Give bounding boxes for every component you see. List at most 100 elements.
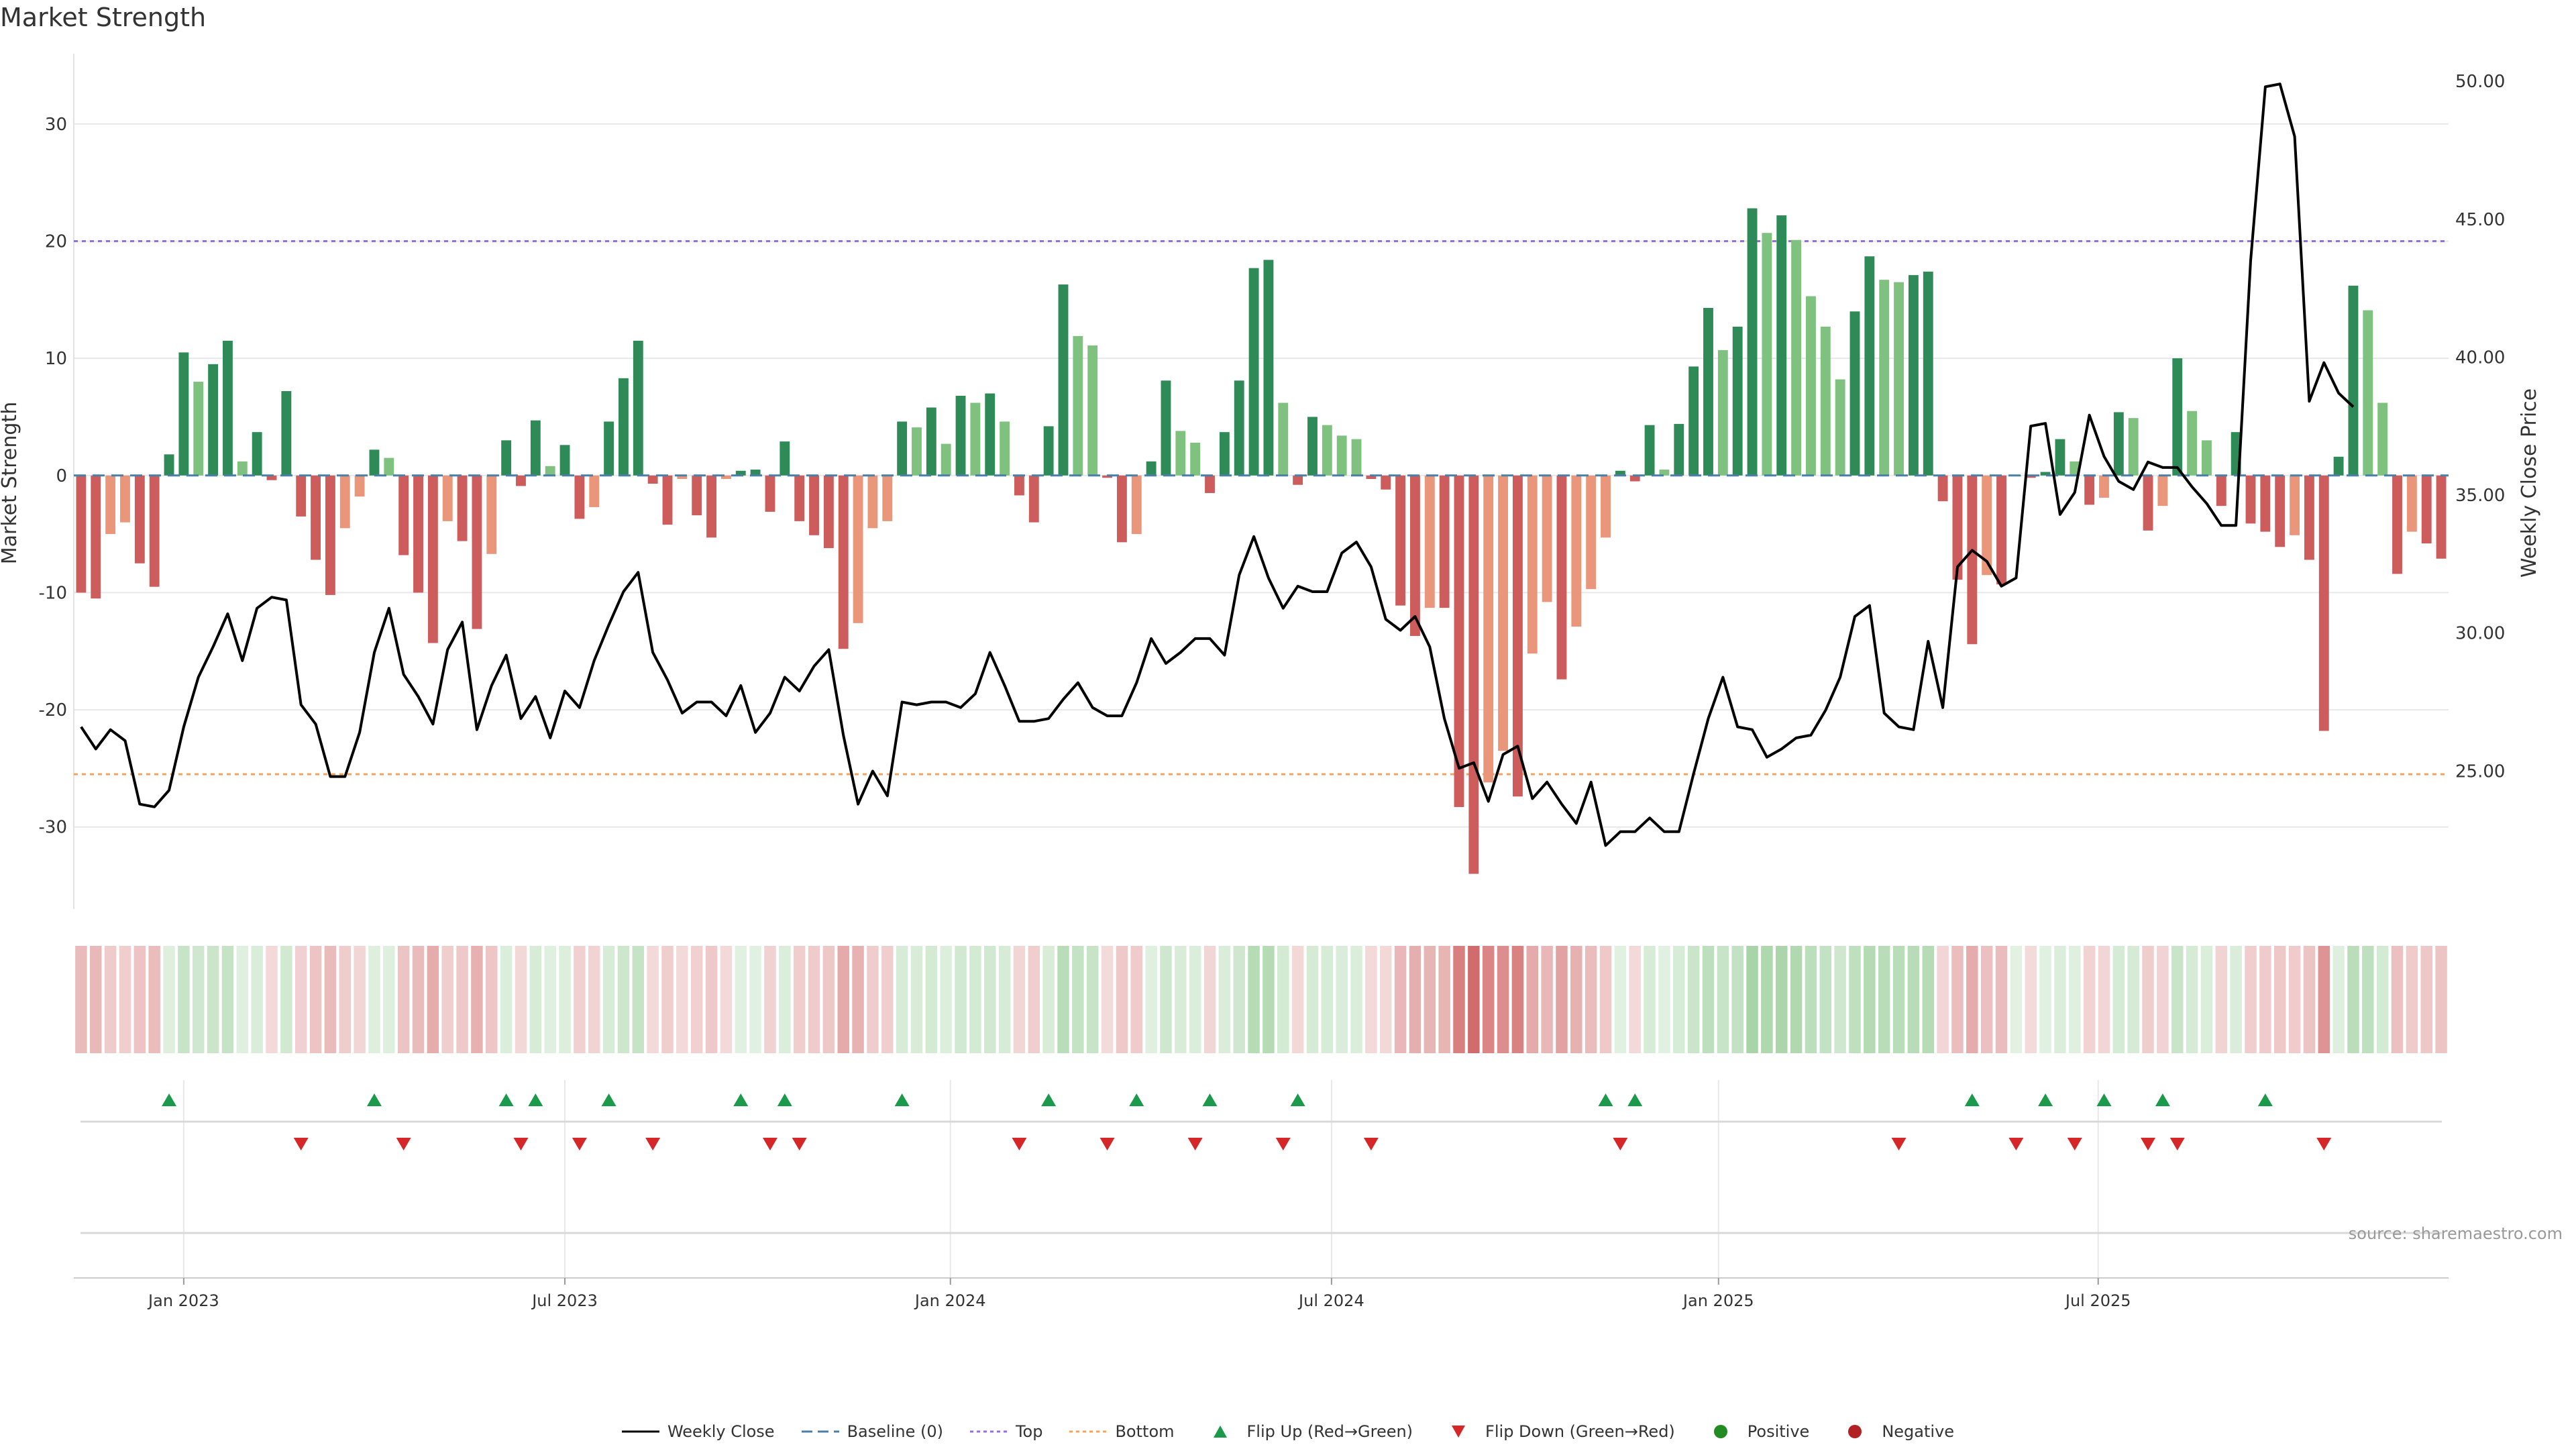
- heat-cell: [251, 946, 263, 1053]
- strength-bar: [853, 475, 863, 623]
- strength-bar: [252, 432, 262, 476]
- heat-cell: [515, 946, 527, 1053]
- flip-up-marker: [777, 1093, 792, 1106]
- x-tick-label: Jan 2023: [147, 1291, 219, 1310]
- heat-cell: [75, 946, 87, 1053]
- heat-cell: [1907, 946, 1920, 1053]
- strength-bar: [912, 427, 922, 476]
- heat-cell: [1556, 946, 1568, 1053]
- heat-cell: [1306, 946, 1319, 1053]
- strength-bar: [354, 475, 365, 497]
- strength-bar: [677, 475, 688, 480]
- heat-cell: [1717, 946, 1729, 1053]
- heat-cell: [2230, 946, 2242, 1053]
- strength-bar: [413, 475, 423, 593]
- heat-cell: [852, 946, 864, 1053]
- strength-bar: [720, 475, 731, 480]
- strength-bar: [619, 378, 629, 476]
- heat-cell: [2347, 946, 2359, 1053]
- heat-cell: [2259, 946, 2271, 1053]
- heat-cell: [793, 946, 806, 1053]
- heat-cell: [676, 946, 688, 1053]
- heat-cell: [955, 946, 967, 1053]
- strength-bar: [633, 340, 643, 476]
- heat-cell: [148, 946, 160, 1053]
- strength-bar: [1762, 233, 1772, 476]
- strength-bar: [1439, 475, 1450, 608]
- strength-bar: [1806, 296, 1816, 476]
- x-tick-label: Jul 2024: [1297, 1291, 1364, 1310]
- strength-bar: [311, 475, 321, 560]
- flip-down-marker: [2008, 1138, 2024, 1150]
- y-tick-label: 20: [45, 231, 67, 252]
- flip-up-marker: [498, 1093, 514, 1106]
- strength-bar: [1571, 475, 1582, 627]
- strength-bar: [2113, 412, 2124, 476]
- heat-cell: [1380, 946, 1392, 1053]
- heat-cell: [1203, 946, 1216, 1053]
- heat-cell: [1321, 946, 1334, 1053]
- heat-cell: [2083, 946, 2096, 1053]
- heat-cell: [574, 946, 586, 1053]
- flip-down-marker: [1613, 1138, 1628, 1150]
- heat-cell: [735, 946, 747, 1053]
- strength-bar: [545, 466, 555, 476]
- y2-tick-label: 50.00: [2455, 72, 2505, 92]
- heat-cell: [661, 946, 674, 1053]
- strength-bar: [472, 475, 482, 629]
- strength-bar: [1102, 475, 1112, 478]
- strength-bar: [398, 475, 409, 555]
- strength-bar: [2392, 475, 2402, 574]
- strength-bar: [1351, 439, 1362, 476]
- baseline-legend-icon: [801, 1430, 839, 1433]
- heat-cell: [764, 946, 776, 1053]
- heat-cell: [2318, 946, 2330, 1053]
- heat-cell: [2376, 946, 2389, 1053]
- strength-bar: [208, 364, 219, 476]
- flip-up-marker: [1964, 1093, 1980, 1106]
- heat-cell: [2098, 946, 2110, 1053]
- strength-bar: [2202, 440, 2212, 476]
- heat-cell: [1526, 946, 1538, 1053]
- heat-cell: [1629, 946, 1641, 1053]
- strength-bar: [1703, 308, 1713, 476]
- strength-bar: [2070, 461, 2080, 476]
- strength-bar: [1366, 475, 1377, 480]
- heat-cell: [1878, 946, 1890, 1053]
- strength-bar: [1601, 475, 1611, 538]
- heat-cell: [207, 946, 219, 1053]
- strength-bar: [1116, 475, 1127, 543]
- heat-cell: [544, 946, 556, 1053]
- strength-bar: [223, 340, 233, 476]
- strength-bar: [1248, 268, 1259, 476]
- heat-cell: [1116, 946, 1128, 1053]
- heat-cell: [339, 946, 351, 1053]
- strength-bar: [2290, 475, 2300, 535]
- y-tick-label: 0: [56, 466, 67, 486]
- legend-item-top: Top: [969, 1422, 1042, 1441]
- strength-bar: [970, 402, 981, 476]
- y-tick-label: -20: [39, 700, 67, 720]
- heat-cell: [1145, 946, 1157, 1053]
- bottom-legend-icon: [1069, 1430, 1108, 1433]
- flip-up-marker: [366, 1093, 382, 1106]
- strength-bar: [1161, 380, 1171, 476]
- legend-item-baseline: Baseline (0): [801, 1422, 943, 1441]
- strength-bar: [2275, 475, 2286, 547]
- heat-cell: [1614, 946, 1627, 1053]
- strength-bar: [2128, 418, 2139, 476]
- strength-bar: [750, 470, 761, 476]
- strength-bar: [574, 475, 585, 519]
- heat-cell: [221, 946, 234, 1053]
- heat-cell: [178, 946, 190, 1053]
- strength-bar: [1879, 280, 1890, 476]
- flip-down-marker: [2141, 1138, 2156, 1150]
- strength-bar: [1820, 326, 1831, 476]
- x-tick-label: Jan 2025: [1682, 1291, 1754, 1310]
- strength-bar: [1043, 426, 1054, 476]
- strength-bar: [91, 475, 101, 599]
- strength-bar: [1219, 432, 1230, 476]
- x-tick-label: Jul 2025: [2064, 1291, 2131, 1310]
- strength-bar: [2436, 475, 2447, 559]
- heat-cell: [1658, 946, 1670, 1053]
